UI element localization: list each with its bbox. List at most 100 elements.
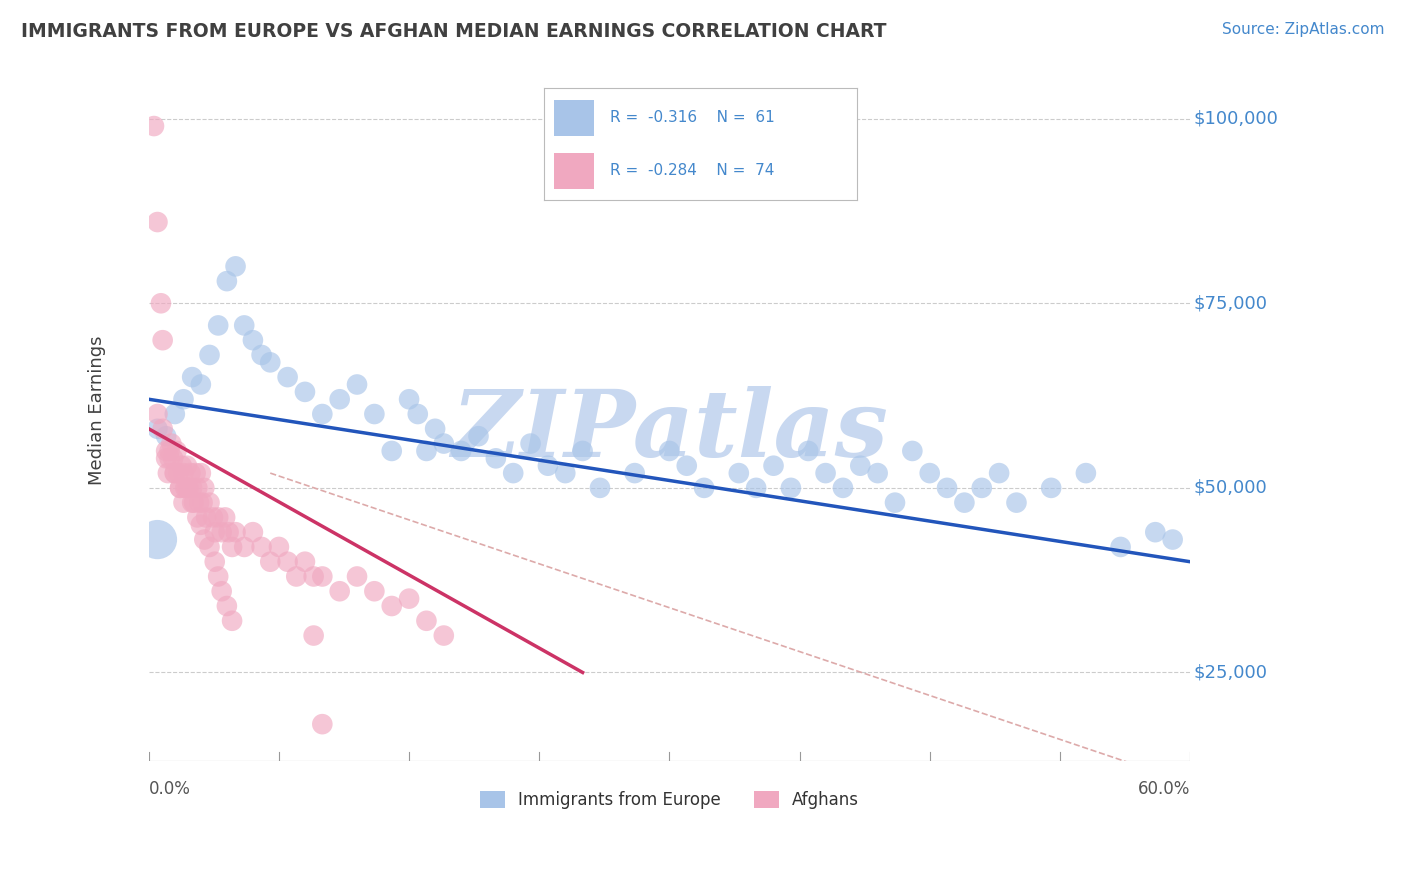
Point bbox=[727, 466, 749, 480]
Point bbox=[381, 599, 404, 613]
Point bbox=[186, 481, 208, 495]
Point bbox=[363, 584, 385, 599]
Point bbox=[211, 525, 233, 540]
Point bbox=[250, 540, 273, 554]
Point bbox=[259, 555, 281, 569]
Point bbox=[554, 466, 576, 480]
Point bbox=[152, 422, 174, 436]
Point bbox=[204, 525, 226, 540]
Point bbox=[188, 495, 211, 509]
Point bbox=[311, 569, 333, 583]
Point bbox=[537, 458, 560, 473]
Point bbox=[832, 481, 855, 495]
Point bbox=[329, 392, 352, 407]
Point bbox=[658, 444, 681, 458]
Point bbox=[467, 429, 489, 443]
Point bbox=[198, 495, 221, 509]
Point bbox=[1005, 495, 1028, 509]
Point bbox=[176, 458, 198, 473]
Point bbox=[884, 495, 907, 509]
Point bbox=[215, 599, 238, 613]
Point bbox=[623, 466, 645, 480]
Point bbox=[177, 481, 200, 495]
Text: $25,000: $25,000 bbox=[1194, 664, 1267, 681]
Point bbox=[250, 348, 273, 362]
Point bbox=[173, 466, 195, 480]
Point bbox=[163, 407, 186, 421]
Point bbox=[191, 495, 214, 509]
Text: ZIPatlas: ZIPatlas bbox=[451, 386, 889, 476]
Point bbox=[918, 466, 941, 480]
Point bbox=[988, 466, 1011, 480]
Point bbox=[193, 481, 215, 495]
Point bbox=[329, 584, 352, 599]
Point bbox=[198, 348, 221, 362]
Point bbox=[693, 481, 716, 495]
Point bbox=[953, 495, 976, 509]
Point bbox=[406, 407, 429, 421]
Point bbox=[866, 466, 889, 480]
Text: IMMIGRANTS FROM EUROPE VS AFGHAN MEDIAN EARNINGS CORRELATION CHART: IMMIGRANTS FROM EUROPE VS AFGHAN MEDIAN … bbox=[21, 22, 887, 41]
Point bbox=[423, 422, 446, 436]
Point bbox=[155, 444, 177, 458]
Point bbox=[162, 451, 184, 466]
Text: $100,000: $100,000 bbox=[1194, 110, 1278, 128]
Point bbox=[433, 629, 456, 643]
Point bbox=[214, 510, 236, 524]
Text: $75,000: $75,000 bbox=[1194, 294, 1267, 312]
Point bbox=[152, 333, 174, 347]
Point bbox=[181, 370, 204, 384]
Point bbox=[970, 481, 993, 495]
Point bbox=[267, 540, 290, 554]
Point bbox=[502, 466, 524, 480]
Point bbox=[207, 318, 229, 333]
Point bbox=[146, 422, 169, 436]
Point bbox=[221, 540, 243, 554]
Point bbox=[233, 318, 256, 333]
Point bbox=[346, 569, 368, 583]
Point bbox=[204, 555, 226, 569]
Point bbox=[745, 481, 768, 495]
Text: $50,000: $50,000 bbox=[1194, 479, 1267, 497]
Point bbox=[183, 495, 205, 509]
Point bbox=[762, 458, 785, 473]
Point bbox=[1074, 466, 1097, 480]
Point bbox=[163, 466, 186, 480]
Point bbox=[181, 481, 204, 495]
Point bbox=[1109, 540, 1132, 554]
Point bbox=[155, 451, 177, 466]
Point bbox=[190, 377, 212, 392]
Point bbox=[779, 481, 801, 495]
Point bbox=[169, 481, 191, 495]
Point bbox=[433, 436, 456, 450]
Point bbox=[169, 481, 191, 495]
Point bbox=[221, 614, 243, 628]
Point bbox=[1161, 533, 1184, 547]
Point bbox=[675, 458, 697, 473]
Point bbox=[381, 444, 404, 458]
Point bbox=[215, 274, 238, 288]
Point bbox=[146, 533, 169, 547]
Point bbox=[198, 540, 221, 554]
Point bbox=[146, 215, 169, 229]
Point bbox=[149, 296, 172, 310]
Point bbox=[346, 377, 368, 392]
Point bbox=[193, 533, 215, 547]
Point bbox=[211, 584, 233, 599]
Point bbox=[485, 451, 508, 466]
Point bbox=[181, 495, 204, 509]
Point bbox=[589, 481, 612, 495]
Point bbox=[277, 555, 299, 569]
Point bbox=[519, 436, 541, 450]
Point bbox=[184, 466, 207, 480]
Point bbox=[1040, 481, 1063, 495]
Point bbox=[936, 481, 959, 495]
Point bbox=[176, 481, 198, 495]
Point bbox=[415, 444, 437, 458]
Text: 60.0%: 60.0% bbox=[1137, 780, 1189, 797]
Point bbox=[173, 392, 195, 407]
Point bbox=[294, 384, 316, 399]
Point bbox=[814, 466, 837, 480]
Point bbox=[143, 119, 166, 133]
Text: 0.0%: 0.0% bbox=[149, 780, 191, 797]
